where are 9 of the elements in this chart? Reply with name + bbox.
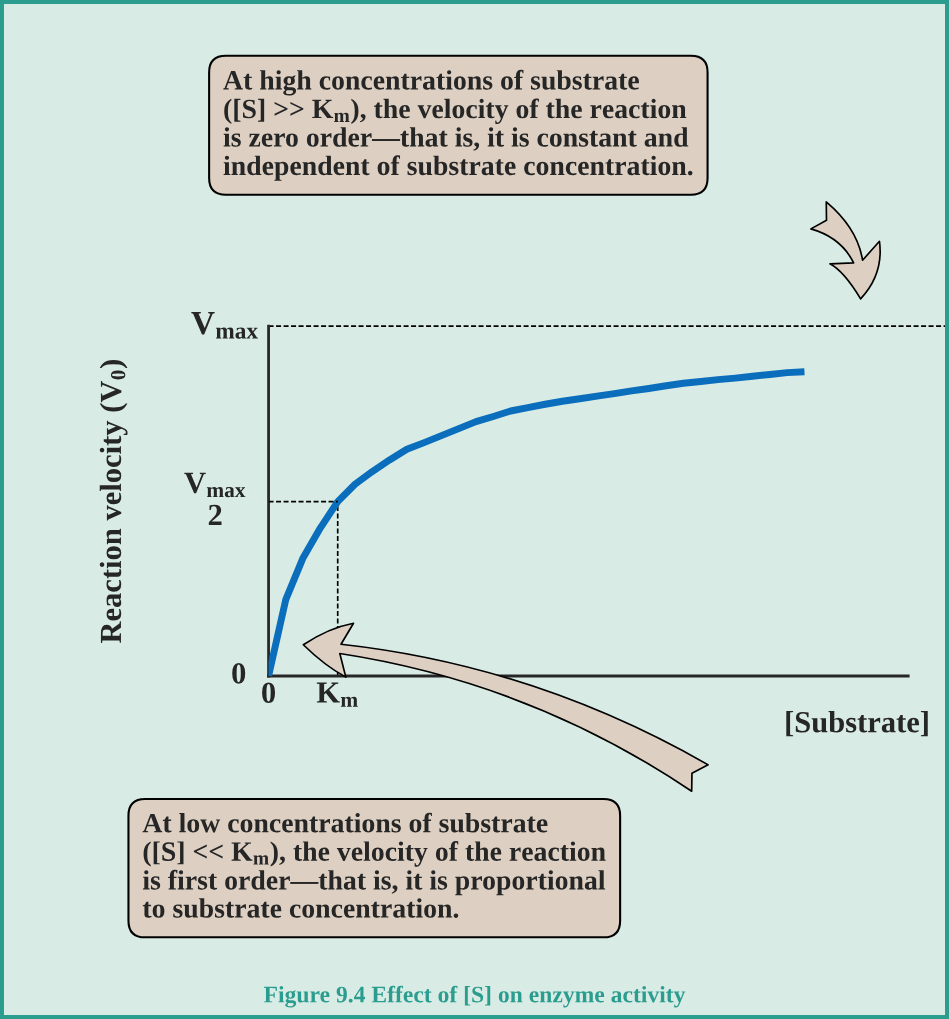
x-tick-label: K$_{m}$ — [316, 682, 358, 707]
ref-line-label: V$_{max}$ — [191, 312, 258, 339]
text: V$_{max}$ 2 — [184, 472, 246, 525]
caption: Figure 9.4 Effect of [S] on enzyme activity — [263, 985, 686, 1008]
x-axis-title: [Substrate] — [786, 711, 928, 737]
y-axis-title: Reaction velocity (V$_{0}$) — [99, 360, 128, 644]
text: 0 — [232, 663, 246, 684]
text: At high concentrations of substrate ([S] >> K$_{m}$), the velocity of the reaction is zero order—that is, it is constant and independent of substrate concentration. — [223, 69, 693, 181]
text: At low concentrations of substrate ([S] << K$_{m}$), the velocity of the reaction is first order—that is, it is proportional to substrate concentration. — [142, 812, 606, 918]
